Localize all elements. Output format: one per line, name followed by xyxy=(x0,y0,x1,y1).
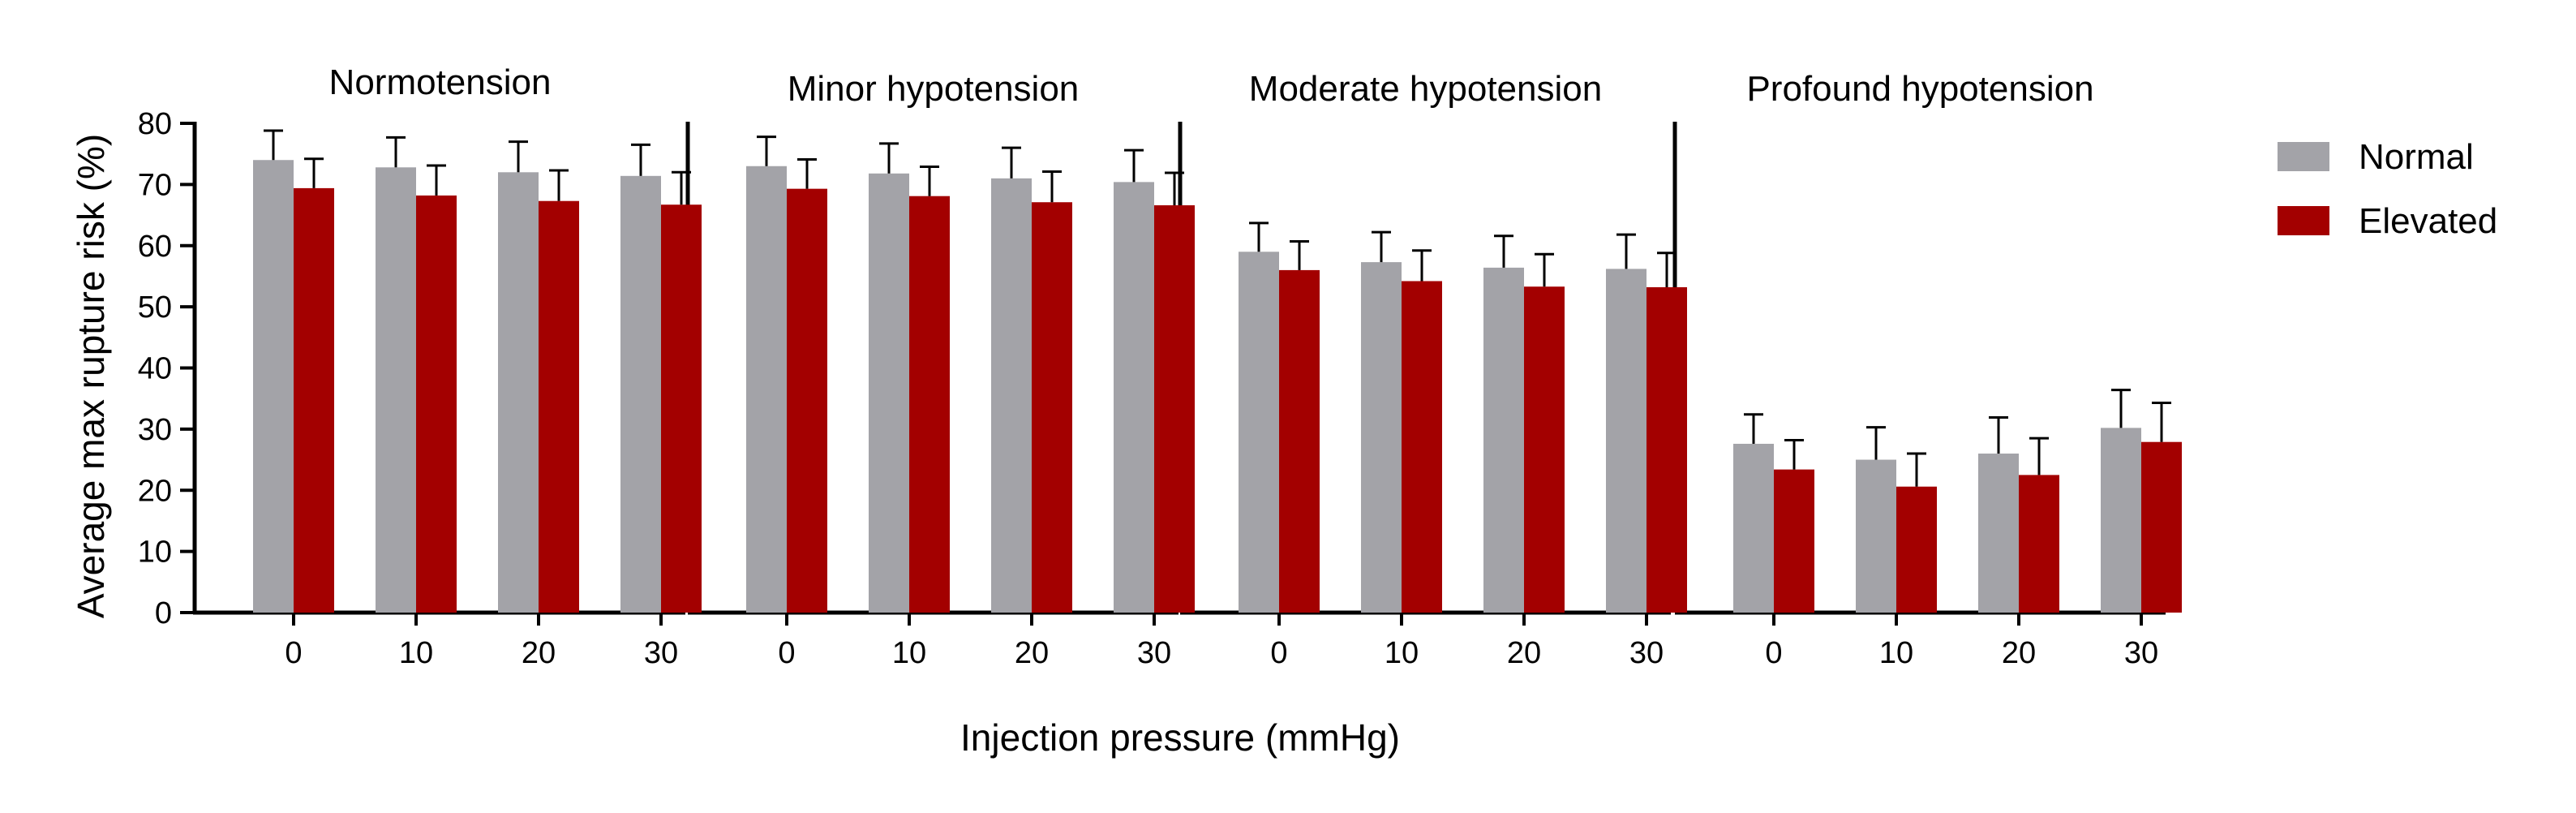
bar-normal xyxy=(1978,454,2019,613)
bar-normal xyxy=(498,172,539,613)
y-tick-label: 10 xyxy=(138,536,172,570)
x-tick-label: 10 xyxy=(1385,636,1419,670)
bar-normal xyxy=(1606,269,1646,613)
labels: 0 10 20 30 40 50 60 70 80 Average max rupture ris… xyxy=(70,62,2158,759)
x-tick-label: 20 xyxy=(1015,636,1049,670)
panel-title: Profound hypotension xyxy=(1746,69,2093,109)
bar-normal xyxy=(1239,252,1279,613)
panel-title: Normotension xyxy=(329,62,552,102)
panel-title: Minor hypotension xyxy=(788,69,1080,109)
bar-normal xyxy=(253,160,294,613)
error-bars xyxy=(264,129,2171,487)
bar-normal xyxy=(1733,443,1774,613)
x-tick-label: 30 xyxy=(1629,636,1664,670)
x-tick-label: 0 xyxy=(1270,636,1287,670)
bar-elevated xyxy=(416,195,457,613)
x-tick-label: 10 xyxy=(1879,636,1913,670)
x-tick-label: 20 xyxy=(1507,636,1541,670)
bar-elevated xyxy=(1774,469,1814,613)
bar-elevated xyxy=(787,188,827,613)
bar-elevated xyxy=(2019,475,2059,613)
x-tick-label: 30 xyxy=(1137,636,1171,670)
legend-label-normal: Normal xyxy=(2359,137,2474,177)
bar-elevated xyxy=(1154,205,1195,613)
bar-elevated xyxy=(1896,486,1937,613)
x-axis-title: Injection pressure (mmHg) xyxy=(960,716,1400,759)
y-tick-label: 70 xyxy=(138,168,172,202)
bar-elevated xyxy=(294,187,334,613)
bar-normal xyxy=(1483,267,1524,613)
legend-swatch-elevated xyxy=(2278,206,2329,235)
bar-elevated xyxy=(1032,202,1072,613)
bar-elevated xyxy=(1524,286,1565,613)
y-tick-label: 20 xyxy=(138,474,172,508)
x-tick-label: 10 xyxy=(399,636,433,670)
legend-label-elevated: Elevated xyxy=(2359,201,2497,241)
bars xyxy=(253,160,2182,613)
y-tick-label: 50 xyxy=(138,290,172,325)
y-tick-label: 30 xyxy=(138,413,172,447)
panel-title: Moderate hypotension xyxy=(1249,69,1602,109)
bar-normal xyxy=(1856,459,1896,613)
bar-elevated xyxy=(1402,281,1442,613)
bar-normal xyxy=(1114,182,1154,613)
bar-normal xyxy=(746,166,787,613)
y-tick-label: 0 xyxy=(155,596,172,630)
bar-elevated xyxy=(2141,441,2182,613)
bar-normal xyxy=(2101,428,2141,613)
legend: Normal Elevated xyxy=(2278,137,2497,241)
bar-elevated xyxy=(1279,269,1320,613)
y-tick-label: 60 xyxy=(138,230,172,264)
y-axis-title: Average max rupture risk (%) xyxy=(70,134,112,618)
bar-elevated xyxy=(661,204,702,613)
bar-normal xyxy=(620,175,661,613)
x-tick-label: 20 xyxy=(522,636,556,670)
bar-normal xyxy=(869,173,909,613)
x-tick-label: 20 xyxy=(2002,636,2036,670)
bar-elevated xyxy=(1646,287,1687,613)
bar-elevated xyxy=(539,200,579,613)
y-tick-label: 40 xyxy=(138,352,172,386)
bar-normal xyxy=(376,167,416,613)
bar-normal xyxy=(1361,262,1402,613)
x-tick-label: 10 xyxy=(892,636,926,670)
bar-normal xyxy=(991,178,1032,613)
x-tick-label: 30 xyxy=(644,636,678,670)
legend-swatch-normal xyxy=(2278,142,2329,171)
x-tick-label: 0 xyxy=(778,636,795,670)
x-tick-label: 0 xyxy=(1765,636,1782,670)
x-tick-label: 30 xyxy=(2124,636,2158,670)
y-tick-label: 80 xyxy=(138,107,172,141)
bar-elevated xyxy=(909,196,950,613)
x-tick-label: 0 xyxy=(285,636,302,670)
